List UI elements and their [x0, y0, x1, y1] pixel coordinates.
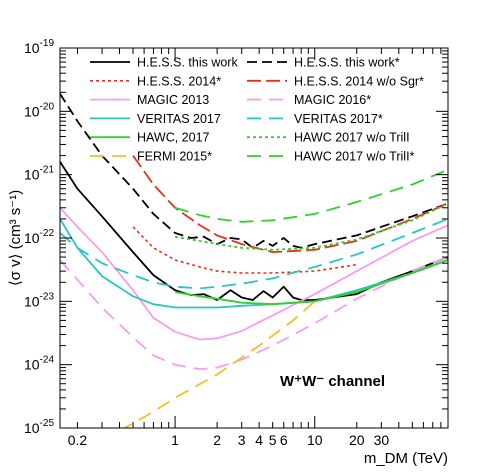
ticks-layer: 0.2 1 2 3 4 5 6 10 20 30 10-25 10-24 10-23 10-22 10-21…: [24, 38, 449, 448]
legend-label-hawc-2017-w-o-trili: HAWC 2017 w/o TrilI: [294, 131, 410, 145]
channel-annotation: W⁺W⁻ channel: [280, 373, 385, 390]
legend-label-h-e-s-s-this-work: H.E.S.S. this work: [137, 56, 238, 70]
plot-frame: [59, 47, 449, 429]
x-tick-label: 10: [307, 432, 323, 448]
legend-label-h-e-s-s-2014-w-o-sgr: H.E.S.S. 2014 w/o Sgr*: [294, 74, 424, 88]
x-tick-label: 20: [349, 432, 365, 448]
series-line-magic-2013: [60, 207, 448, 341]
legend-label-magic-2013: MAGIC 2013: [137, 93, 209, 107]
legend-label-veritas-2017: VERITAS 2017*: [294, 112, 383, 126]
x-tick-label: 6: [280, 432, 288, 448]
legend: H.E.S.S. this work H.E.S.S. this work* H.E…: [90, 56, 424, 164]
y-tick-label: 10-24: [24, 355, 54, 373]
legend-label-hawc-2017: HAWC, 2017: [137, 131, 210, 145]
legend-label-hawc-2017-w-o-trili: HAWC 2017 w/o TrilI*: [294, 150, 415, 164]
y-tick-label: 10-20: [24, 101, 54, 119]
series-line-veritas-2017: [60, 218, 448, 290]
x-tick-label: 5: [269, 432, 277, 448]
x-tick-label: 2: [213, 432, 221, 448]
legend-label-magic-2016: MAGIC 2016*: [294, 93, 371, 107]
x-tick-label: 0.2: [68, 432, 88, 448]
series-line-fermi-2015: [122, 300, 316, 428]
legend-label-h-e-s-s-2014: H.E.S.S. 2014*: [137, 74, 221, 88]
legend-label-veritas-2017: VERITAS 2017: [137, 112, 221, 126]
x-tick-label: 1: [171, 432, 179, 448]
legend-label-fermi-2015: FERMI 2015*: [137, 150, 212, 164]
series-line-h-e-s-s-2014: [132, 226, 357, 274]
x-axis-title: m_DM (TeV): [364, 450, 448, 467]
series-line-magic-2016: [60, 256, 448, 370]
series-line-hawc-2017-w-o-trili: [174, 202, 448, 251]
y-tick-label: 10-23: [24, 291, 54, 309]
y-tick-label: 10-22: [24, 228, 54, 246]
series-line-hawc-2017: [174, 259, 448, 306]
series-layer: [60, 93, 448, 428]
x-tick-label: 3: [238, 432, 246, 448]
series-line-h-e-s-s-2014-w-o-sgr: [132, 155, 448, 253]
x-tick-label: 30: [374, 432, 390, 448]
y-tick-label: 10-21: [24, 165, 54, 183]
y-tick-label: 10-19: [24, 38, 54, 56]
series-line-veritas-2017: [60, 218, 448, 309]
x-tick-label: 4: [255, 432, 263, 448]
legend-label-h-e-s-s-this-work: H.E.S.S. this work*: [294, 56, 400, 70]
series-line-hawc-2017-w-o-trili: [174, 168, 448, 223]
series-line-h-e-s-s-this-work: [60, 93, 448, 249]
y-axis-title: ⟨σ v⟩ (cm³ s⁻¹): [7, 190, 24, 286]
y-tick-label: 10-25: [24, 418, 54, 436]
